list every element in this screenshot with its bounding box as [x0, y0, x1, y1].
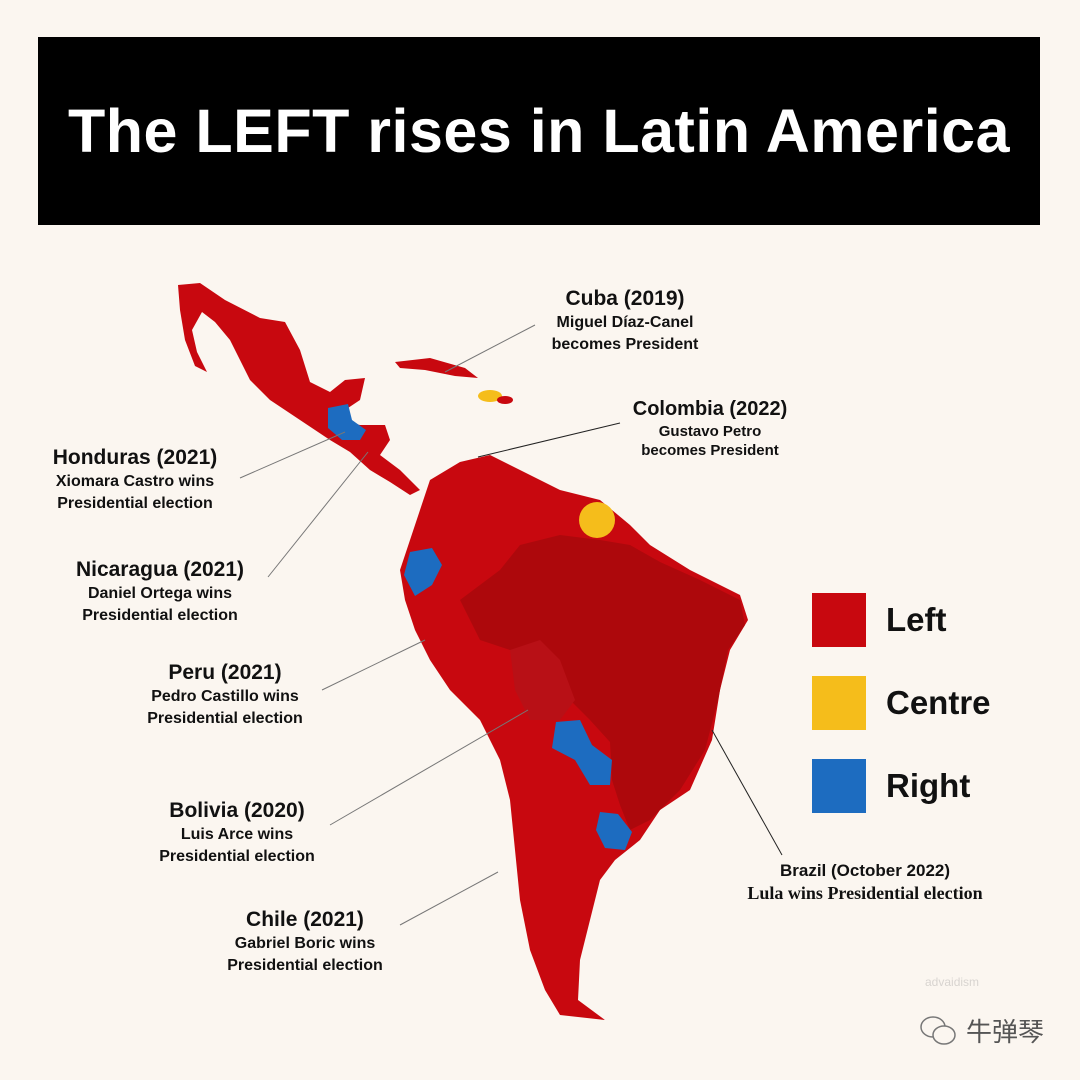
region-paraguay — [552, 720, 612, 785]
annotation-heading: Chile (2021) — [246, 908, 364, 931]
watermark: advaidism — [925, 975, 980, 989]
legend-label: Left — [886, 601, 947, 638]
annotation-text: Presidential election — [159, 848, 315, 865]
annotation-honduras: Honduras (2021) Xiomara Castro wins Pres… — [30, 445, 240, 515]
annotation-heading: Cuba (2019) — [565, 287, 685, 310]
annotation-heading: Honduras (2021) — [52, 446, 218, 469]
legend-swatch — [812, 593, 866, 647]
annotation-text: Presidential election — [57, 495, 213, 512]
annotation-heading: Brazil (October 2022) — [779, 861, 951, 880]
annotation-nicaragua: Nicaragua (2021) Daniel Ortega wins Pres… — [55, 557, 265, 627]
annotation-peru: Peru (2021) Pedro Castillo wins Presiden… — [125, 660, 325, 730]
wechat-account-name: 牛弹琴 — [966, 1017, 1045, 1047]
region-bolivia — [510, 640, 575, 720]
legend-swatch — [812, 759, 866, 813]
annotation-brazil: Brazil (October 2022) Lula wins Presiden… — [720, 860, 1010, 904]
annotation-colombia: Colombia (2022) Gustavo Petro becomes Pr… — [610, 396, 810, 460]
annotation-heading: Colombia (2022) — [632, 398, 788, 420]
annotation-text: becomes President — [641, 442, 779, 459]
region-dominican — [497, 396, 513, 404]
annotation-bolivia: Bolivia (2020) Luis Arce wins Presidenti… — [137, 798, 337, 868]
annotation-text: becomes President — [551, 336, 699, 353]
region-guatemala-honduras — [328, 404, 366, 440]
region-ecuador — [404, 548, 442, 596]
annotation-heading: Bolivia (2020) — [169, 799, 305, 822]
annotation-text: Presidential election — [82, 607, 238, 624]
annotation-text: Gustavo Petro — [658, 423, 762, 440]
annotation-chile: Chile (2021) Gabriel Boric wins Presiden… — [205, 907, 405, 977]
page-title: The LEFT rises in Latin America — [67, 97, 1011, 165]
annotation-text: Lula wins Presidential election — [747, 883, 983, 903]
annotation-text: Xiomara Castro wins — [55, 473, 215, 490]
annotation-text: Gabriel Boric wins — [234, 935, 376, 952]
region-brazil — [460, 535, 745, 830]
annotation-text: Luis Arce wins — [180, 826, 294, 843]
wechat-icon — [920, 1015, 956, 1045]
region-mexico-central-america — [178, 283, 420, 495]
legend-item-centre: Centre — [812, 676, 991, 730]
region-cuba — [395, 358, 478, 378]
annotation-text: Pedro Castillo wins — [151, 688, 299, 705]
annotation-heading: Nicaragua (2021) — [75, 558, 245, 581]
legend-label: Centre — [886, 684, 991, 721]
region-caribbean-centre — [478, 390, 502, 402]
leader-lines — [239, 324, 783, 926]
legend-swatch — [812, 676, 866, 730]
title-bar: The LEFT rises in Latin America — [38, 37, 1040, 225]
region-french-guiana — [579, 502, 615, 538]
annotation-text: Presidential election — [147, 710, 303, 727]
annotation-text: Daniel Ortega wins — [87, 585, 233, 602]
annotation-text: Presidential election — [227, 957, 383, 974]
annotation-text: Miguel Díaz-Canel — [556, 314, 694, 331]
annotation-cuba: Cuba (2019) Miguel Díaz-Canel becomes Pr… — [540, 286, 710, 356]
annotation-heading: Peru (2021) — [168, 661, 282, 684]
legend-label: Right — [886, 767, 971, 804]
legend-item-left: Left — [812, 593, 947, 647]
legend-item-right: Right — [812, 759, 970, 813]
wechat-signature: 牛弹琴 — [918, 1012, 1044, 1049]
region-uruguay — [596, 812, 632, 850]
